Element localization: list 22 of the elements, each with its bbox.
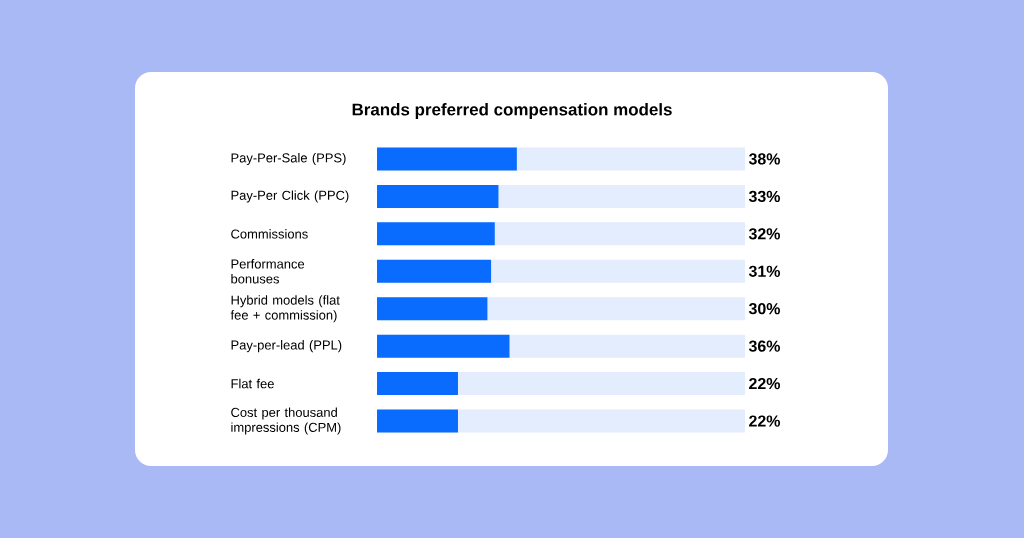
y-tick-label: Performance bonuses [231, 259, 305, 284]
y-tick-label: Pay-Per-Sale (PPS) [231, 152, 346, 166]
data-label: 36% [748, 340, 780, 352]
data-label: 22% [749, 415, 780, 427]
data-label: 30% [748, 303, 780, 315]
chart-title: Brands preferred compensation models [352, 103, 672, 119]
bar [377, 297, 488, 321]
bar [377, 409, 458, 433]
bar [377, 222, 495, 246]
data-label: 31% [748, 265, 780, 277]
bar [377, 259, 492, 283]
y-tick-label: Pay-Per Click (PPC) [231, 190, 349, 203]
y-tick-label: Pay-per-lead (PPL) [231, 340, 342, 353]
bar [377, 372, 458, 396]
data-label: 22% [749, 377, 780, 390]
y-tick-label: Cost per thousand impressions (CPM) [231, 407, 341, 435]
y-tick-label: Flat fee [231, 378, 274, 389]
y-tick-label: Commissions [231, 229, 308, 239]
data-label: 33% [748, 190, 780, 203]
y-tick-label: Hybrid models (flat fee + commission) [230, 295, 340, 323]
data-label: 32% [748, 228, 780, 240]
data-label: 38% [748, 153, 780, 165]
